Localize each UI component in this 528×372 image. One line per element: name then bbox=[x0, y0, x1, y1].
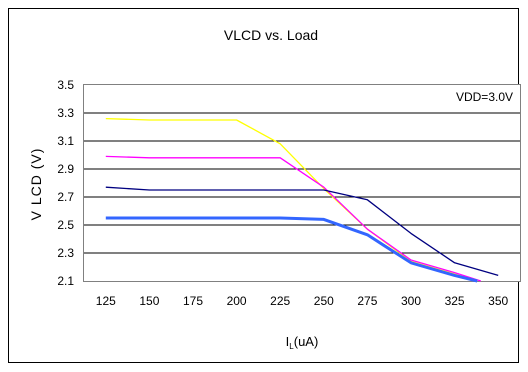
x-tick-label: 200 bbox=[227, 294, 247, 308]
x-axis-label-main: I bbox=[286, 334, 290, 349]
gridlines bbox=[84, 112, 520, 254]
x-tick-label: 125 bbox=[96, 294, 116, 308]
y-axis-label: V LCD (V) bbox=[28, 148, 44, 221]
chart-title: VLCD vs. Load bbox=[224, 27, 318, 43]
series-line-2 bbox=[105, 155, 481, 282]
y-tick-label: 3.3 bbox=[57, 106, 74, 120]
x-tick-label: 300 bbox=[401, 294, 421, 308]
x-tick-label: 175 bbox=[183, 294, 203, 308]
data-series bbox=[105, 117, 499, 283]
vdd-annotation: VDD=3.0V bbox=[456, 90, 513, 104]
series-line-4 bbox=[105, 216, 478, 283]
x-tick-label: 350 bbox=[488, 294, 508, 308]
y-tick-label: 3.5 bbox=[57, 78, 74, 92]
y-tick-label: 3.1 bbox=[57, 134, 74, 148]
x-axis-label-sub: L bbox=[289, 342, 294, 351]
x-tick-label: 325 bbox=[445, 294, 465, 308]
x-tick-labels: 125 150 175 200 225 250 275 300 325 350 bbox=[96, 294, 509, 308]
x-tick-label: 275 bbox=[357, 294, 377, 308]
series-line-3 bbox=[105, 186, 499, 277]
y-tick-label: 2.7 bbox=[57, 190, 74, 204]
y-tick-label: 2.9 bbox=[57, 162, 74, 176]
y-tick-label: 2.5 bbox=[57, 218, 74, 232]
x-tick-label: 250 bbox=[314, 294, 334, 308]
x-axis-label-unit: (uA) bbox=[294, 334, 319, 349]
y-tick-label: 2.1 bbox=[57, 274, 74, 288]
y-tick-label: 2.3 bbox=[57, 246, 74, 260]
x-tick-label: 150 bbox=[139, 294, 159, 308]
plot-area bbox=[83, 84, 521, 282]
y-tick-labels: 2.1 2.3 2.5 2.7 2.9 3.1 3.3 3.5 bbox=[57, 78, 74, 288]
x-axis-label: IL(uA) bbox=[286, 334, 319, 351]
x-tick-label: 225 bbox=[270, 294, 290, 308]
